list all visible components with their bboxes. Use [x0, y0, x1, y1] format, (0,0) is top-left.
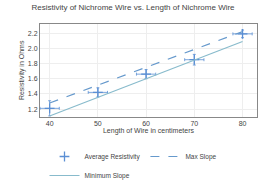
svg-text:50: 50	[94, 120, 102, 127]
svg-text:60: 60	[142, 120, 150, 127]
svg-text:1.8: 1.8	[28, 60, 38, 67]
svg-text:Average Resistivity: Average Resistivity	[85, 153, 141, 161]
svg-text:80: 80	[239, 120, 247, 127]
svg-text:Max Slope: Max Slope	[185, 153, 216, 161]
svg-text:Resistivity in Ohms: Resistivity in Ohms	[18, 40, 26, 100]
svg-text:Resistivity of Nichrome Wire v: Resistivity of Nichrome Wire vs. Length …	[31, 3, 235, 12]
svg-text:Minimum Slope: Minimum Slope	[85, 172, 130, 180]
svg-text:2.0: 2.0	[28, 45, 38, 52]
svg-text:40: 40	[46, 120, 54, 127]
svg-text:Length of Wire in centimeters: Length of Wire in centimeters	[103, 127, 195, 135]
svg-text:2.2: 2.2	[28, 30, 38, 37]
svg-text:1.2: 1.2	[28, 106, 38, 113]
svg-text:1.6: 1.6	[28, 75, 38, 82]
svg-text:70: 70	[190, 120, 198, 127]
svg-text:1.4: 1.4	[28, 90, 38, 97]
